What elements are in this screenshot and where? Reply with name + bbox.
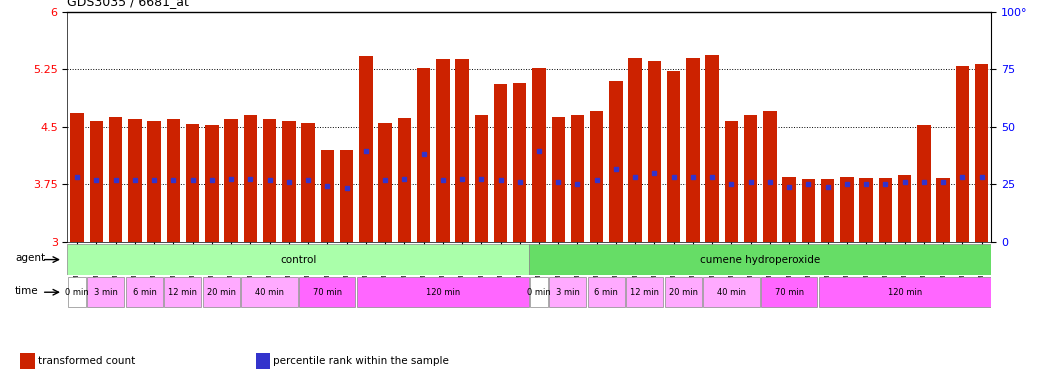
Bar: [282, 121, 296, 242]
Text: 40 min: 40 min: [255, 288, 284, 297]
Text: 0 min: 0 min: [65, 288, 89, 297]
Text: 0 min: 0 min: [527, 288, 551, 297]
Bar: [725, 121, 738, 242]
Bar: [244, 115, 257, 242]
Bar: [898, 175, 911, 242]
Bar: [126, 277, 163, 307]
Bar: [242, 277, 298, 307]
Bar: [301, 123, 315, 242]
Bar: [206, 125, 219, 242]
Bar: [936, 178, 950, 242]
Bar: [956, 66, 969, 242]
Bar: [840, 177, 853, 242]
Bar: [109, 117, 122, 242]
Bar: [255, 353, 270, 369]
Bar: [474, 115, 488, 242]
Bar: [69, 277, 86, 307]
Text: 3 min: 3 min: [556, 288, 580, 297]
Bar: [667, 71, 681, 242]
Bar: [549, 277, 586, 307]
Text: 120 min: 120 min: [887, 288, 922, 297]
Bar: [224, 119, 238, 242]
Bar: [339, 150, 353, 242]
Bar: [166, 119, 180, 242]
Text: 12 min: 12 min: [630, 288, 659, 297]
Text: cumene hydroperoxide: cumene hydroperoxide: [701, 255, 820, 265]
Text: 70 min: 70 min: [774, 288, 803, 297]
Text: 6 min: 6 min: [595, 288, 619, 297]
Bar: [571, 115, 584, 242]
Bar: [128, 119, 141, 242]
Bar: [357, 277, 528, 307]
Bar: [761, 277, 817, 307]
Text: 3 min: 3 min: [94, 288, 118, 297]
Bar: [263, 119, 276, 242]
Bar: [494, 84, 508, 242]
Text: transformed count: transformed count: [37, 356, 135, 366]
Bar: [513, 83, 526, 242]
Text: 120 min: 120 min: [426, 288, 460, 297]
Bar: [530, 277, 548, 307]
Text: 40 min: 40 min: [717, 288, 746, 297]
Bar: [87, 277, 125, 307]
Bar: [879, 178, 893, 242]
Bar: [686, 58, 700, 242]
Bar: [186, 124, 199, 242]
Bar: [975, 64, 988, 242]
Text: agent: agent: [15, 253, 45, 263]
Text: time: time: [15, 286, 38, 296]
Text: 20 min: 20 min: [668, 288, 698, 297]
Text: percentile rank within the sample: percentile rank within the sample: [273, 356, 449, 366]
Bar: [609, 81, 623, 242]
Bar: [628, 58, 641, 242]
Bar: [359, 56, 373, 242]
Bar: [801, 179, 815, 242]
Bar: [744, 115, 758, 242]
Bar: [417, 68, 431, 242]
Bar: [821, 179, 835, 242]
Text: 12 min: 12 min: [168, 288, 197, 297]
Bar: [918, 125, 931, 242]
Bar: [71, 113, 84, 242]
Bar: [20, 353, 35, 369]
Bar: [89, 121, 103, 242]
Bar: [299, 277, 355, 307]
Bar: [648, 61, 661, 242]
Bar: [783, 177, 796, 242]
Bar: [551, 117, 565, 242]
Text: GDS3035 / 6681_at: GDS3035 / 6681_at: [67, 0, 189, 8]
Bar: [626, 277, 663, 307]
Bar: [456, 59, 469, 242]
Bar: [665, 277, 702, 307]
Bar: [532, 68, 546, 242]
Bar: [398, 118, 411, 242]
Bar: [321, 150, 334, 242]
Bar: [819, 277, 990, 307]
Bar: [859, 178, 873, 242]
Bar: [590, 111, 603, 242]
Text: 6 min: 6 min: [133, 288, 157, 297]
Bar: [67, 245, 529, 275]
Text: control: control: [280, 255, 317, 265]
Text: 20 min: 20 min: [207, 288, 236, 297]
Bar: [147, 121, 161, 242]
Bar: [529, 245, 991, 275]
Bar: [704, 277, 760, 307]
Bar: [203, 277, 240, 307]
Bar: [763, 111, 776, 242]
Text: 70 min: 70 min: [312, 288, 342, 297]
Bar: [378, 123, 391, 242]
Bar: [164, 277, 201, 307]
Bar: [706, 55, 719, 242]
Bar: [436, 59, 449, 242]
Bar: [588, 277, 625, 307]
